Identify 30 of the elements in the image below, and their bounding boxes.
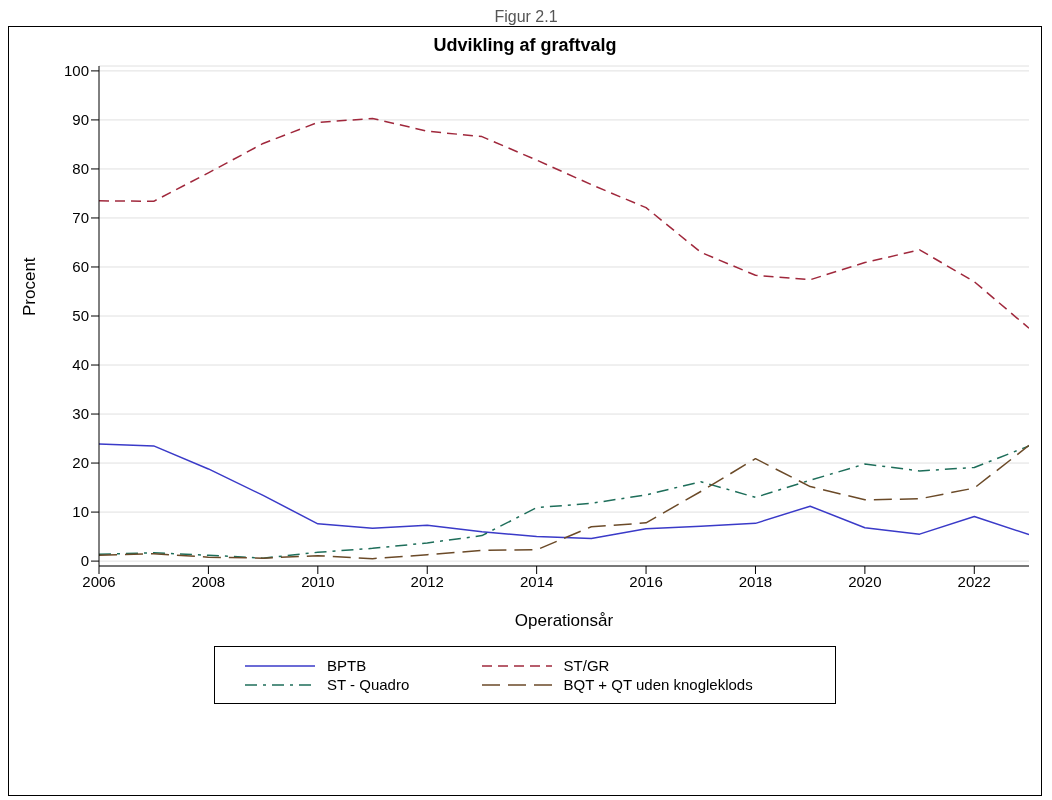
x-tick-label: 2008 [191,572,226,590]
y-tick-label: 30 [72,405,89,423]
x-tick-label: 2014 [519,572,554,590]
x-axis-title: Operationsår [514,611,614,630]
legend-label: BQT + QT uden knogleklods [563,676,753,693]
y-tick-label: 20 [72,454,89,472]
y-axis-title: Procent [20,257,40,316]
y-tick-label: 0 [80,552,89,570]
y-tick-label: 10 [72,503,89,521]
y-tick-label: 100 [63,62,89,80]
legend-label: ST/GR [563,657,610,674]
line-series [99,117,1029,330]
chart-title: Udvikling af graftvalg [432,35,618,56]
y-tick-label: 50 [72,307,89,325]
text: Figur 2.1 [493,8,559,26]
legend-label: BPTB [327,657,367,674]
y-tick-label: 70 [72,209,89,227]
y-tick-label: 60 [72,258,89,276]
y-tick-label: 90 [72,111,89,129]
x-tick-label: 2016 [629,572,663,590]
x-tick-label: 2010 [301,572,335,590]
line-series [99,443,1029,540]
x-tick-label: 2022 [957,572,991,590]
x-tick-label: 2006 [82,572,116,590]
y-tick-label: 80 [72,160,89,178]
y-tick-label: 40 [72,356,89,374]
legend-label: ST - Quadro [327,676,410,693]
x-tick-label: 2020 [848,572,882,590]
x-tick-label: 2012 [410,572,444,590]
x-tick-label: 2018 [738,572,773,590]
